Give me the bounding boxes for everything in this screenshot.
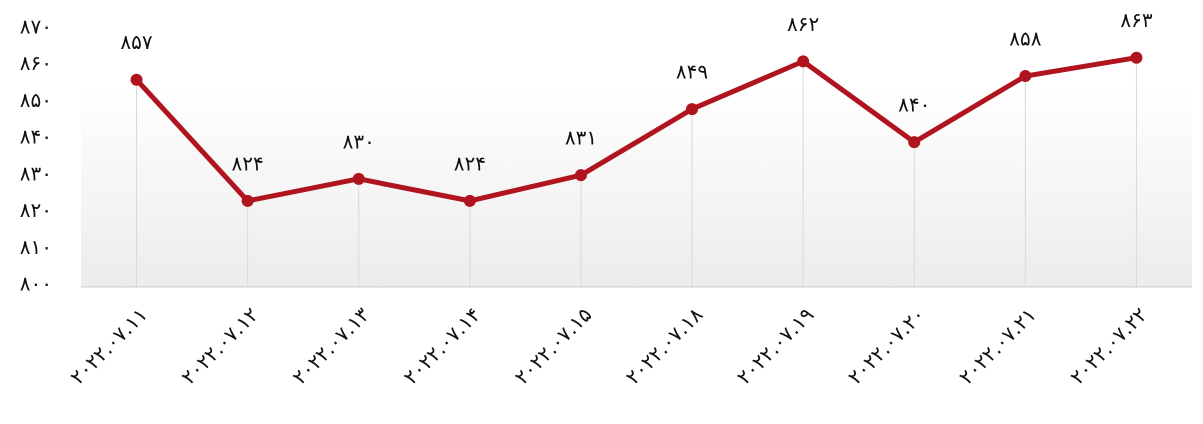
point [352, 172, 365, 185]
y-tick-label: ۸۷۰ [20, 15, 52, 39]
data-label: ۸۶۲ [787, 12, 819, 36]
y-tick-label: ۸۳۰ [20, 161, 52, 185]
data-label: ۸۶۳ [1120, 8, 1152, 32]
data-label: ۸۲۴ [232, 151, 264, 175]
plot-background [81, 85, 1192, 287]
y-tick-label: ۸۶۰ [20, 51, 52, 75]
x-tick-label: ۲۰۲۲.۰۷.۲۰ [843, 302, 930, 389]
y-tick-label: ۸۴۰ [20, 125, 52, 149]
data-label: ۸۲۴ [454, 151, 486, 175]
point [1130, 51, 1143, 64]
x-tick-label: ۲۰۲۲.۰۷.۱۵ [510, 302, 597, 389]
x-tick-label: ۲۰۲۲.۰۷.۱۹ [732, 302, 819, 389]
data-label: ۸۴۹ [676, 60, 708, 84]
point [463, 194, 476, 207]
point [1019, 70, 1032, 83]
x-tick-label: ۲۰۲۲.۰۷.۱۴ [399, 302, 486, 389]
point [686, 103, 699, 116]
y-tick-label: ۸۲۰ [20, 198, 52, 222]
x-tick-label: ۲۰۲۲.۰۷.۱۲ [176, 302, 263, 389]
x-tick-label: ۲۰۲۲.۰۷.۱۱ [65, 302, 152, 389]
y-tick-label: ۸۱۰ [20, 235, 52, 259]
x-tick-label: ۲۰۲۲.۰۷.۲۲ [1065, 302, 1152, 389]
point [130, 73, 143, 86]
data-label: ۸۵۸ [1009, 27, 1041, 51]
y-tick-label: ۸۰۰ [20, 272, 52, 296]
data-label: ۸۴۰ [898, 93, 930, 117]
data-label: ۸۳۱ [565, 126, 597, 150]
x-tick-label: ۲۰۲۲.۰۷.۱۸ [621, 302, 708, 389]
line [134, 55, 1137, 204]
point [241, 194, 254, 207]
point [908, 136, 921, 149]
data-label: ۸۵۷ [120, 30, 152, 54]
point [797, 55, 810, 68]
data-label: ۸۳۰ [343, 129, 375, 153]
x-tick-label: ۲۰۲۲.۰۷.۲۱ [954, 302, 1041, 389]
x-tick-label: ۲۰۲۲.۰۷.۱۳ [287, 302, 374, 389]
point [574, 169, 587, 182]
y-tick-label: ۸۵۰ [20, 88, 52, 112]
